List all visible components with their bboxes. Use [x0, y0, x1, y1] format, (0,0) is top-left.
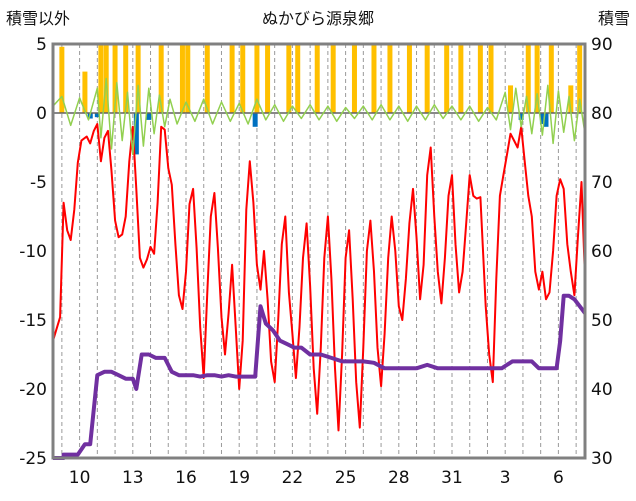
right-tick-label: 40 [591, 380, 613, 400]
right-tick-label: 90 [591, 35, 613, 55]
bar-mark [539, 113, 545, 125]
bar-mark [146, 113, 152, 120]
bar-mark [548, 44, 554, 113]
right-axis-ticks: 90 80 70 60 50 40 30 [591, 35, 613, 469]
x-tick-label: 16 [175, 468, 197, 488]
bar-mark [254, 44, 260, 113]
x-tick-label: 6 [553, 468, 564, 488]
x-tick-label: 19 [228, 468, 250, 488]
bar-mark [424, 44, 430, 113]
left-tick-label: -10 [19, 242, 47, 262]
bar-mark [204, 44, 210, 113]
bar-mark [286, 44, 292, 113]
bar-mark [229, 44, 235, 113]
bar-mark [488, 44, 494, 113]
bar-mark [135, 44, 141, 113]
bar-series-group [53, 44, 585, 155]
left-tick-label: -15 [19, 311, 47, 331]
series-line [53, 293, 587, 460]
left-axis-ticks: 5 0 -5 -10 -15 -20 -25 [19, 35, 47, 469]
right-tick-label: 50 [591, 311, 613, 331]
bar-mark [112, 44, 118, 113]
bar-mark [98, 44, 104, 113]
bar-mark [351, 44, 357, 113]
x-axis-ticks: 10 13 16 19 22 25 28 31 3 6 [69, 468, 564, 488]
left-tick-label: -5 [30, 173, 47, 193]
x-tick-label: 28 [388, 468, 410, 488]
x-tick-label: 10 [69, 468, 91, 488]
left-tick-label: 0 [36, 104, 47, 124]
bar-mark [534, 44, 540, 113]
bar-mark [525, 44, 531, 113]
bar-mark [477, 44, 483, 113]
bar-mark [240, 44, 246, 113]
x-tick-label: 25 [335, 468, 357, 488]
bar-mark [543, 113, 549, 127]
right-tick-label: 60 [591, 242, 613, 262]
bar-mark [94, 113, 100, 118]
bar-mark [371, 44, 377, 113]
right-axis-title: 積雪 [598, 9, 630, 28]
bar-mark [179, 44, 185, 113]
x-tick-label: 13 [122, 468, 144, 488]
bar-mark [458, 44, 464, 113]
bar-mark [295, 44, 301, 113]
left-tick-label: 5 [36, 35, 47, 55]
bar-mark [185, 44, 191, 113]
left-tick-label: -20 [19, 380, 47, 400]
bar-mark [133, 113, 139, 155]
bar-mark [387, 44, 393, 113]
left-tick-label: -25 [19, 449, 47, 469]
right-tick-label: 70 [591, 173, 613, 193]
series-line [52, 77, 586, 156]
bar-mark [330, 44, 336, 113]
bar-mark [518, 113, 524, 120]
plot-frame [51, 42, 587, 460]
bar-mark [265, 44, 271, 113]
bar-mark [406, 44, 412, 113]
right-tick-label: 80 [591, 104, 613, 124]
right-tick-label: 30 [591, 449, 613, 469]
left-axis-title: 積雪以外 [6, 9, 70, 28]
bar-mark [82, 71, 88, 113]
bar-mark [158, 44, 164, 113]
bar-mark [444, 44, 450, 113]
series-line [52, 123, 586, 432]
x-tick-label: 3 [500, 468, 511, 488]
bar-mark [252, 113, 258, 127]
line-series-group [52, 77, 587, 460]
chart-title: ぬかびら源泉郷 [262, 9, 374, 28]
bar-mark [59, 46, 65, 114]
x-tick-label: 22 [282, 468, 304, 488]
bar-mark [577, 44, 583, 113]
bar-mark [314, 44, 320, 113]
bar-mark [508, 85, 514, 113]
x-tick-label: 31 [441, 468, 463, 488]
bar-mark [568, 85, 574, 113]
bar-mark [123, 44, 129, 113]
